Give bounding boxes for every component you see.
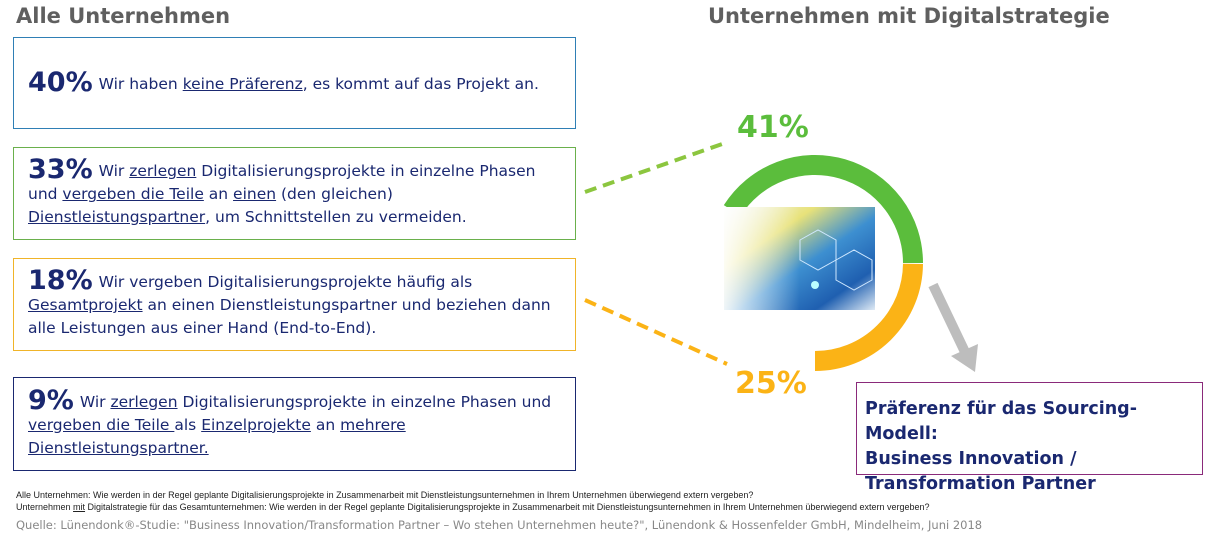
answer-text: 9% Wir zerlegen Digitalisierungsprojekte … [28,387,561,460]
footnote-question-2: Unternehmen mit Digitalstrategie für das… [16,502,930,512]
answer-percent: 9% [28,384,74,416]
answer-text-segment: Wir [98,162,130,180]
right-title: Unternehmen mit Digitalstrategie [708,4,1110,28]
footnote-question-1: Alle Unternehmen: Wie werden in der Rege… [16,490,754,500]
answer-text-segment: Digitalisierungsprojekte in einzelne Pha… [177,392,552,411]
source-citation: Quelle: Lünendonk®-Studie: "Business Inn… [16,518,983,532]
orange-percent-label: 25% [735,366,807,401]
preference-line-2: Business Innovation / [865,449,1077,469]
footnote-q2-rest: Digitalstrategie für das Gesamtunternehm… [85,502,930,512]
answer-text-segment: als [174,415,202,434]
underlined-keyword: vergeben die Teile [28,415,175,434]
underlined-keyword: vergeben die Teile [62,185,204,203]
answer-percent: 40% [28,66,93,98]
underlined-keyword: keine Präferenz [182,74,303,93]
answer-percent: 18% [28,265,93,296]
digital-hexagon-image [724,207,875,310]
answer-text: 40% Wir haben keine Präferenz, es kommt a… [28,69,561,96]
left-title: Alle Unternehmen [16,4,231,28]
underlined-keyword: zerlegen [129,162,197,180]
orange-connector-line [584,298,728,366]
answer-text-segment: , um Schnittstellen zu vermeiden. [205,208,467,226]
answer-box-4: 9% Wir zerlegen Digitalisierungsprojekte … [13,377,576,471]
down-arrow-icon [928,282,978,372]
preference-line-3: Transformation Partner [865,474,1096,494]
answer-text-segment: an [310,415,341,434]
answer-text-segment: Wir [79,392,111,411]
answer-box-1: 40% Wir haben keine Präferenz, es kommt a… [13,37,576,129]
footnote-q2-mit: mit [73,502,86,512]
preference-line-1: Präferenz für das Sourcing-Modell: [865,399,1137,444]
green-connector-line [584,141,726,194]
answer-percent: 33% [28,154,93,185]
answer-box-2: 33% Wir zerlegen Digitalisierungsprojekte… [13,147,576,240]
orange-arc [814,263,923,371]
green-percent-label: 41% [737,110,809,145]
answer-text-segment: (den gleichen) [276,185,393,203]
answer-text-segment: Wir vergeben Digitalisierungsprojekte hä… [98,273,473,291]
answer-text: 33% Wir zerlegen Digitalisierungsprojekte… [28,156,561,229]
answer-text-segment: Digitalisierungsprojekte in einzelne Pha… [28,162,536,203]
underlined-keyword: zerlegen [110,392,178,411]
sourcing-preference-box: Präferenz für das Sourcing-Modell: Busin… [856,382,1203,494]
footnote-q2-prefix: Unternehmen [16,502,74,512]
answer-box-3: 18% Wir vergeben Digitalisierungsprojekte… [13,258,576,351]
answer-text-segment: an [203,185,234,203]
answer-text: 18% Wir vergeben Digitalisierungsprojekte… [28,267,561,340]
answer-text-segment: Wir haben [98,74,183,93]
underlined-keyword: Dienstleistungspartner [28,208,206,226]
underlined-keyword: mehrere Dienstleistungspartner. [28,415,406,457]
underlined-keyword: einen [233,185,277,203]
answer-text-segment: , es kommt auf das Projekt an. [302,74,539,93]
answer-text-segment: an einen Dienstleistungspartner und bezi… [28,296,551,337]
underlined-keyword: Gesamtprojekt [28,296,143,314]
green-arc [723,155,923,264]
underlined-keyword: Einzelprojekte [201,415,311,434]
